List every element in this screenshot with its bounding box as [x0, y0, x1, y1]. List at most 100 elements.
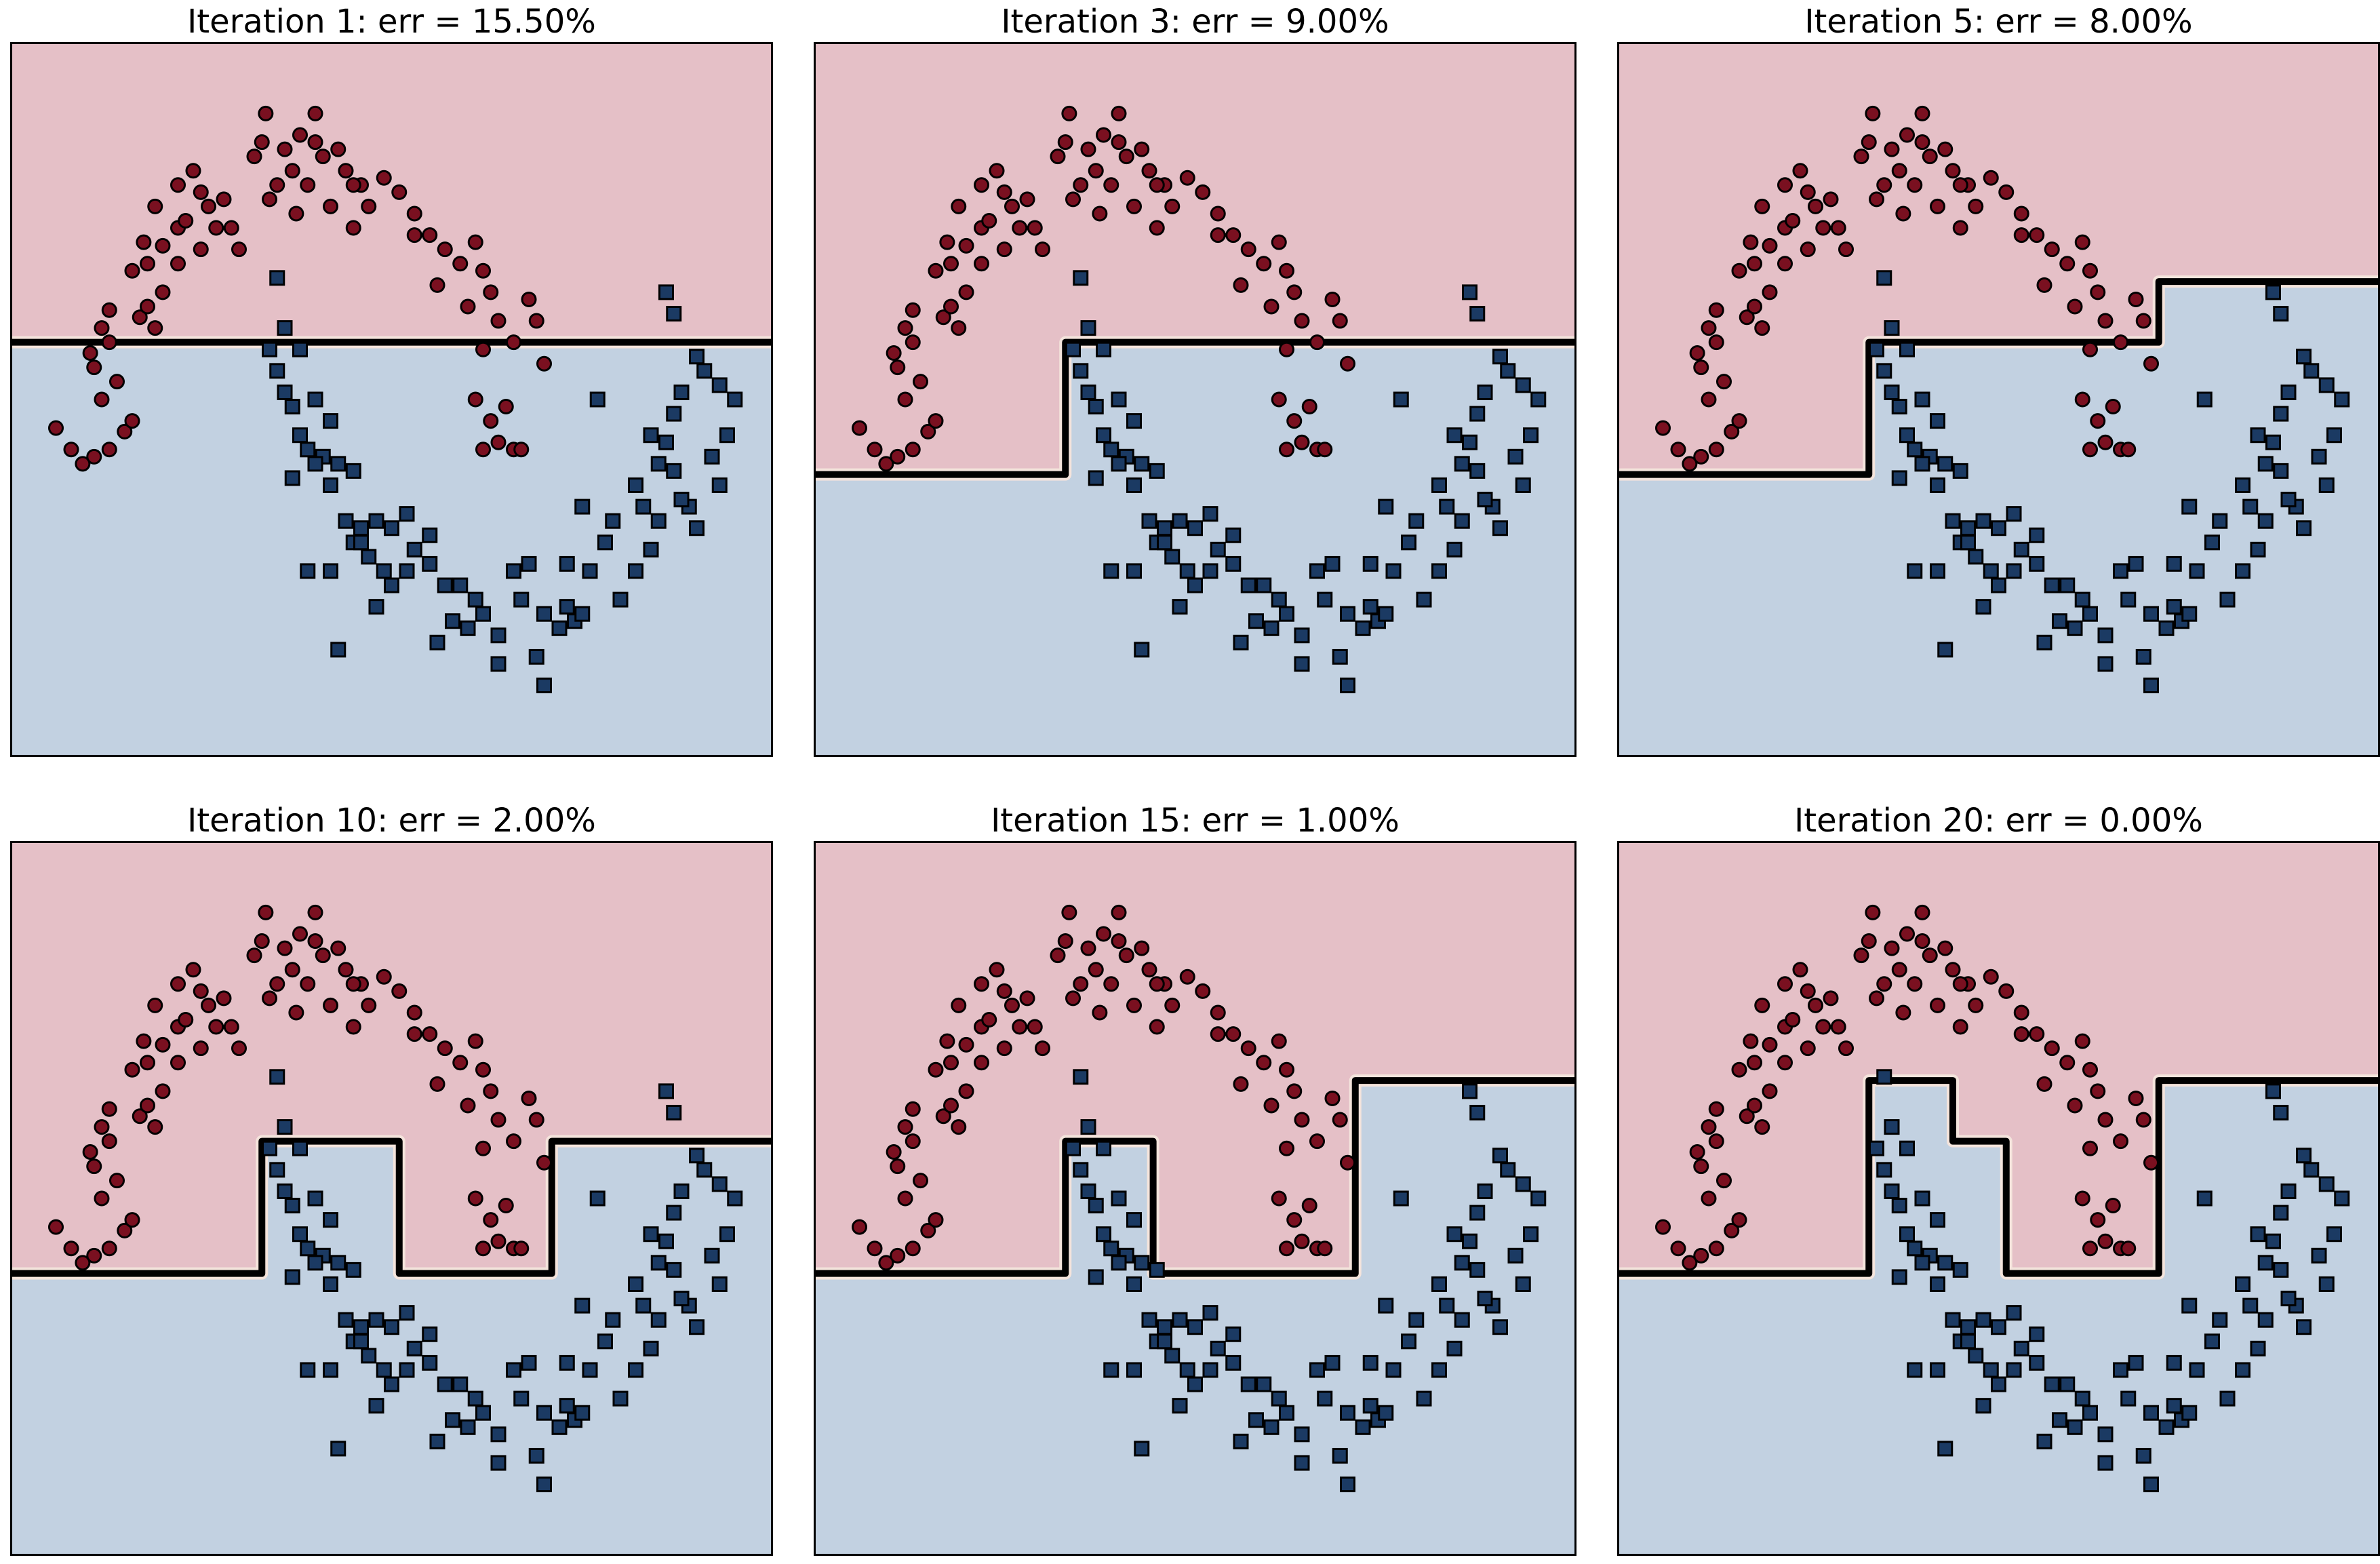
point-class-blue [2074, 1390, 2090, 1407]
point-class-blue [2135, 1447, 2151, 1464]
point-class-red [498, 399, 514, 415]
point-class-blue [1454, 1312, 1470, 1328]
point-class-red [467, 234, 483, 250]
point-class-red [935, 1108, 951, 1125]
point-class-red [1701, 1190, 1717, 1207]
point-class-blue [1507, 448, 1524, 465]
point-class-red [467, 391, 483, 408]
point-class-red [996, 184, 1012, 200]
point-class-red [1126, 198, 1142, 214]
point-class-blue [1408, 513, 1425, 529]
point-class-red [1747, 256, 1762, 272]
point-class-blue [300, 1240, 316, 1257]
point-class-red [262, 990, 277, 1006]
point-class-red [1823, 990, 1839, 1006]
point-class-blue [1446, 427, 1463, 444]
point-class-blue [1991, 1376, 2006, 1392]
point-class-blue [1378, 1297, 1394, 1314]
point-class-red [2120, 442, 2137, 458]
point-class-red [1050, 947, 1066, 964]
point-class-red [1179, 170, 1195, 186]
point-class-red [147, 1119, 163, 1135]
point-class-blue [1884, 1119, 1900, 1135]
point-class-blue [330, 1255, 346, 1271]
point-class-red [951, 320, 967, 336]
point-class-blue [1492, 1148, 1508, 1164]
point-class-red [490, 434, 507, 450]
point-class-red [1952, 220, 1968, 236]
subplot-title: Iteration 5: err = 8.00% [1804, 3, 2193, 41]
point-class-red [1708, 442, 1724, 458]
point-class-blue [399, 1362, 415, 1378]
point-class-red [193, 184, 209, 200]
point-class-red [2113, 334, 2128, 351]
point-class-red [246, 947, 262, 964]
point-class-blue [589, 391, 606, 408]
point-class-blue [1317, 591, 1333, 608]
point-class-red [467, 1190, 483, 1207]
point-class-red [82, 345, 98, 361]
point-class-red [1754, 997, 1770, 1013]
point-class-blue [284, 1198, 300, 1214]
point-class-red [216, 990, 232, 1006]
point-class-red [1693, 1247, 1709, 1264]
subplot-title: Iteration 15: err = 1.00% [991, 802, 1400, 840]
point-class-blue [292, 1140, 308, 1156]
point-class-blue [2143, 606, 2159, 622]
point-class-red [101, 334, 117, 351]
decision-boundary [1617, 1077, 2380, 1277]
point-class-red [1861, 134, 1877, 151]
point-class-blue [559, 599, 575, 615]
point-class-red [2067, 1097, 2083, 1114]
point-class-blue [673, 1291, 690, 1307]
point-class-red [1899, 926, 1915, 942]
point-class-blue [2059, 577, 2076, 593]
point-class-red [1708, 1133, 1724, 1150]
point-class-blue [1462, 434, 1477, 450]
point-class-red [48, 1219, 64, 1235]
point-class-red [1324, 291, 1341, 307]
point-class-blue [1907, 442, 1923, 458]
point-class-blue [2265, 1083, 2281, 1099]
point-class-blue [2265, 284, 2281, 300]
point-class-red [140, 256, 155, 272]
point-class-red [1884, 940, 1900, 956]
point-class-red [292, 127, 308, 143]
point-class-blue [2166, 1354, 2182, 1371]
point-class-red [1233, 1076, 1249, 1092]
point-class-blue [384, 520, 399, 536]
point-class-blue [536, 1477, 552, 1493]
point-class-red [1149, 976, 1165, 992]
region-red [1617, 42, 2380, 475]
point-class-blue [1111, 391, 1127, 408]
point-class-red [452, 1055, 469, 1071]
point-class-blue [475, 606, 491, 622]
point-class-red [2090, 284, 2106, 300]
point-class-blue [422, 555, 438, 572]
point-class-red [437, 1040, 453, 1057]
point-class-blue [2273, 406, 2289, 422]
point-class-blue [528, 1447, 544, 1464]
point-class-red [254, 134, 270, 151]
point-class-blue [2113, 563, 2128, 579]
point-class-red [1141, 163, 1157, 179]
point-class-blue [1446, 541, 1463, 558]
point-class-blue [574, 498, 591, 515]
point-class-blue [643, 1340, 659, 1356]
point-class-red [101, 302, 117, 318]
point-class-red [1899, 127, 1915, 143]
point-class-red [1952, 177, 1968, 193]
point-class-red [124, 262, 140, 279]
point-class-red [1743, 1033, 1759, 1049]
point-class-blue [1431, 563, 1447, 579]
point-class-red [1179, 969, 1195, 985]
point-class-red [2013, 227, 2029, 243]
point-class-blue [574, 1297, 591, 1314]
point-class-red [475, 1240, 491, 1257]
axes-frame [10, 841, 773, 1556]
point-class-red [330, 940, 346, 956]
point-class-red [1134, 940, 1150, 956]
point-class-red [1869, 191, 1884, 208]
point-class-blue [1362, 1354, 1379, 1371]
point-class-red [1126, 997, 1142, 1013]
